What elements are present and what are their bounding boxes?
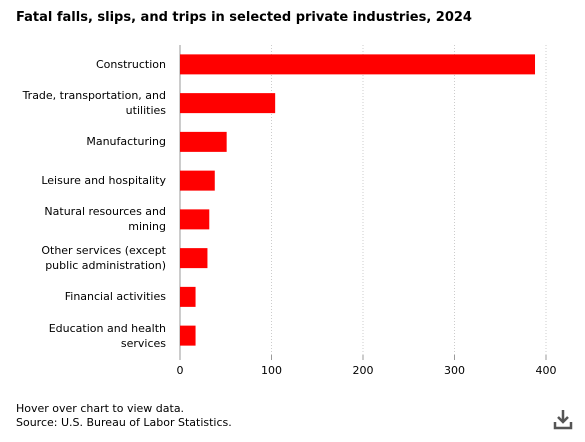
y-tick-label: Education and health services	[48, 321, 166, 350]
x-tick-label: 100	[261, 364, 282, 377]
bar	[180, 325, 196, 346]
chart-title: Fatal falls, slips, and trips in selecte…	[16, 10, 472, 25]
bar	[180, 93, 276, 114]
bar	[180, 248, 208, 269]
x-tick-label: 200	[353, 364, 374, 377]
hint: Hover over chart to view data.	[16, 402, 185, 415]
y-tick-label: Natural resources and mining	[44, 205, 166, 234]
bar	[180, 131, 227, 152]
y-tick-label: Other services (except public administra…	[41, 244, 166, 273]
x-tick-label: 0	[177, 364, 184, 377]
download-button[interactable]	[553, 408, 573, 430]
x-tick-label: 300	[444, 364, 465, 377]
bar	[180, 170, 215, 191]
source: Source: U.S. Bureau of Labor Statistics.	[16, 416, 232, 429]
bar	[180, 54, 536, 75]
y-tick-label: Manufacturing	[86, 135, 166, 149]
y-tick-label: Financial activities	[64, 290, 166, 304]
bar	[180, 209, 210, 230]
bar	[180, 286, 196, 307]
y-tick-label: Construction	[95, 57, 166, 71]
y-tick-label: Leisure and hospitality	[41, 174, 166, 188]
y-tick-label: Trade, transportation, and utilities	[22, 89, 166, 118]
x-tick-label: 400	[536, 364, 557, 377]
